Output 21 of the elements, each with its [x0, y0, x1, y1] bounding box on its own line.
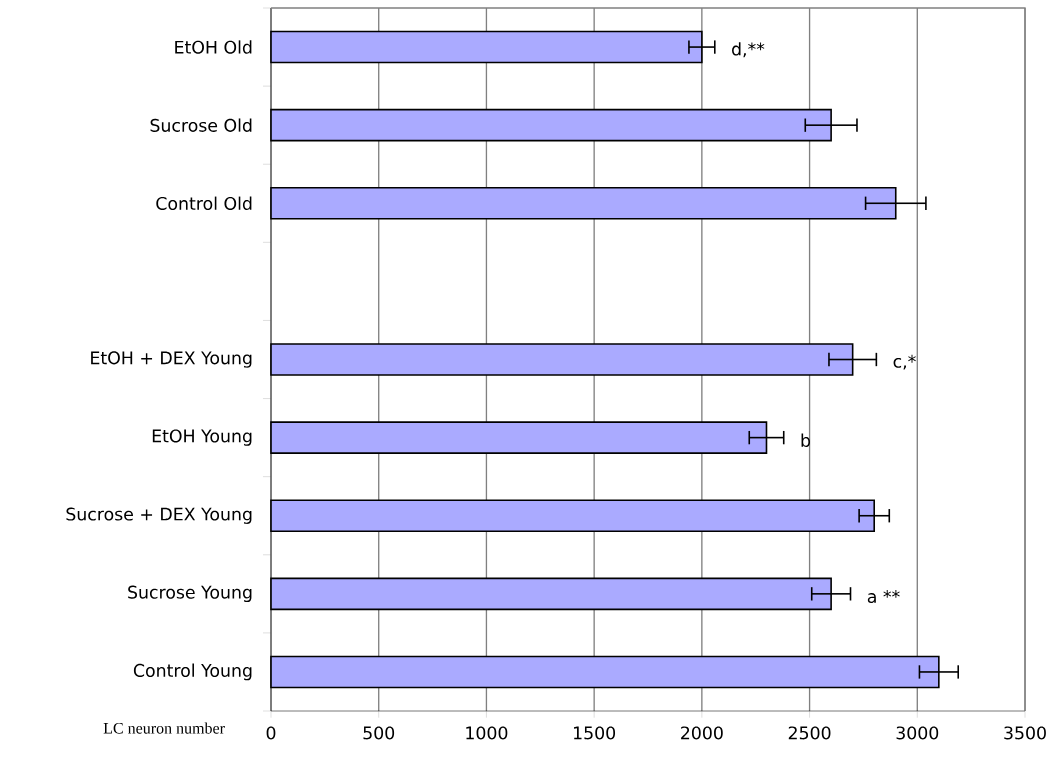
- y-tick-label: Sucrose Old: [150, 118, 252, 132]
- x-tick-label: 3000: [896, 726, 939, 740]
- x-tick-label: 2500: [788, 726, 831, 740]
- y-tick-label: EtOH + DEX Young: [91, 351, 252, 368]
- x-tick-label: 500: [363, 726, 395, 740]
- y-tick-label: Control Young: [133, 663, 252, 681]
- y-tick-label: EtOH Old: [175, 40, 252, 54]
- y-tick-label: Sucrose Young: [128, 585, 252, 603]
- y-tick-label: Sucrose + DEX Young: [66, 507, 252, 524]
- x-axis-title: LC neuron number: [103, 722, 225, 734]
- x-tick-label: 3500: [1004, 726, 1046, 740]
- x-tick-label: 1500: [573, 726, 616, 740]
- x-tick-label: 2000: [681, 726, 723, 740]
- y-tick-label: Control Old: [156, 196, 252, 210]
- y-tick-label: EtOH Young: [152, 429, 252, 446]
- x-tick-label: 1000: [466, 726, 508, 740]
- annotation: a **: [867, 589, 900, 604]
- annotation: c,*: [893, 354, 916, 370]
- annotation: d,**: [732, 42, 765, 58]
- x-tick-label: 0: [266, 726, 276, 740]
- annotation: b: [801, 433, 811, 447]
